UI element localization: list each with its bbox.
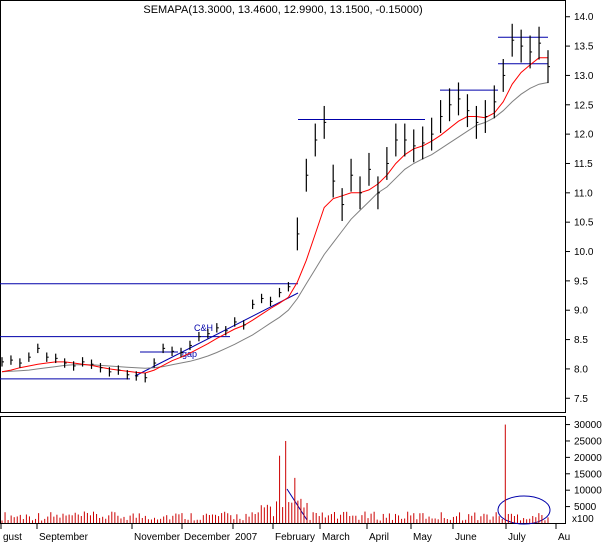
price-y-tick-label: 12.5 [574,100,594,111]
volume-highlight-ellipse [497,495,551,525]
moving-average-short [1,57,548,374]
volume-y-tick-label: 30000 [574,420,602,431]
price-bars [1,23,550,383]
price-y-tick-label: 8.5 [574,335,588,346]
price-y-tick-label: 12.0 [574,130,594,141]
x-tick-label: September [39,532,89,543]
price-y-tick-label: 13.0 [574,71,594,82]
volume-bars [1,424,549,523]
x-tick-label: gust [3,532,22,543]
x-axis: gust September November December 2007 Februar… [0,523,570,543]
price-y-tick-label: 13.5 [574,42,594,53]
uptrend-line [134,292,299,377]
volume-y-tick-label: 15000 [574,469,602,480]
x-tick-label: November [134,532,181,543]
price-panel-frame [0,0,566,413]
x-tick-label: December [184,532,231,543]
x-tick-label: February [275,532,315,543]
x-tick-label: June [455,532,477,543]
price-y-tick-label: 9.5 [574,276,588,287]
x-tick-label: March [322,532,350,543]
volume-panel-frame [0,416,566,524]
moving-average-long [1,82,549,373]
annotation-gap: gap [182,349,197,359]
volume-y-tick-label: 10000 [574,486,602,497]
x-tick-label: July [508,532,526,543]
price-y-tick-label: 11.5 [574,159,593,170]
volume-y-tick-label: 25000 [574,436,602,447]
price-y-tick-label: 8.0 [574,364,588,375]
volume-unit-label: x100 [572,514,594,525]
x-tick-label: May [413,532,432,543]
price-y-tick-label: 7.5 [574,394,588,405]
moving-average-long-line [1,82,549,373]
volume-y-axis: 5000 10000 15000 20000 25000 30000 [565,420,602,513]
x-tick-label: 2007 [235,532,258,543]
price-y-tick-label: 9.0 [574,306,588,317]
price-y-axis: 7.5 8.0 8.5 9.0 9.5 10.0 10.5 11.0 11.5 12.0 12.5 1… [565,12,594,405]
price-y-tick-label: 10.5 [574,218,594,229]
price-y-tick-label: 14.0 [574,12,594,23]
price-y-tick-label: 11.0 [574,188,593,199]
moving-average-short-line [1,57,548,374]
price-y-tick-label: 10.0 [574,247,594,258]
x-tick-label: Au [558,532,570,543]
volume-y-tick-label: 20000 [574,453,602,464]
horizontal-levels [0,36,548,380]
chart-title: SEMAPA(13.3000, 13.4600, 12.9900, 13.150… [143,4,422,16]
x-tick-label: April [369,532,389,543]
annotation-ch: C&H [194,323,213,333]
volume-y-tick-label: 5000 [574,502,597,513]
